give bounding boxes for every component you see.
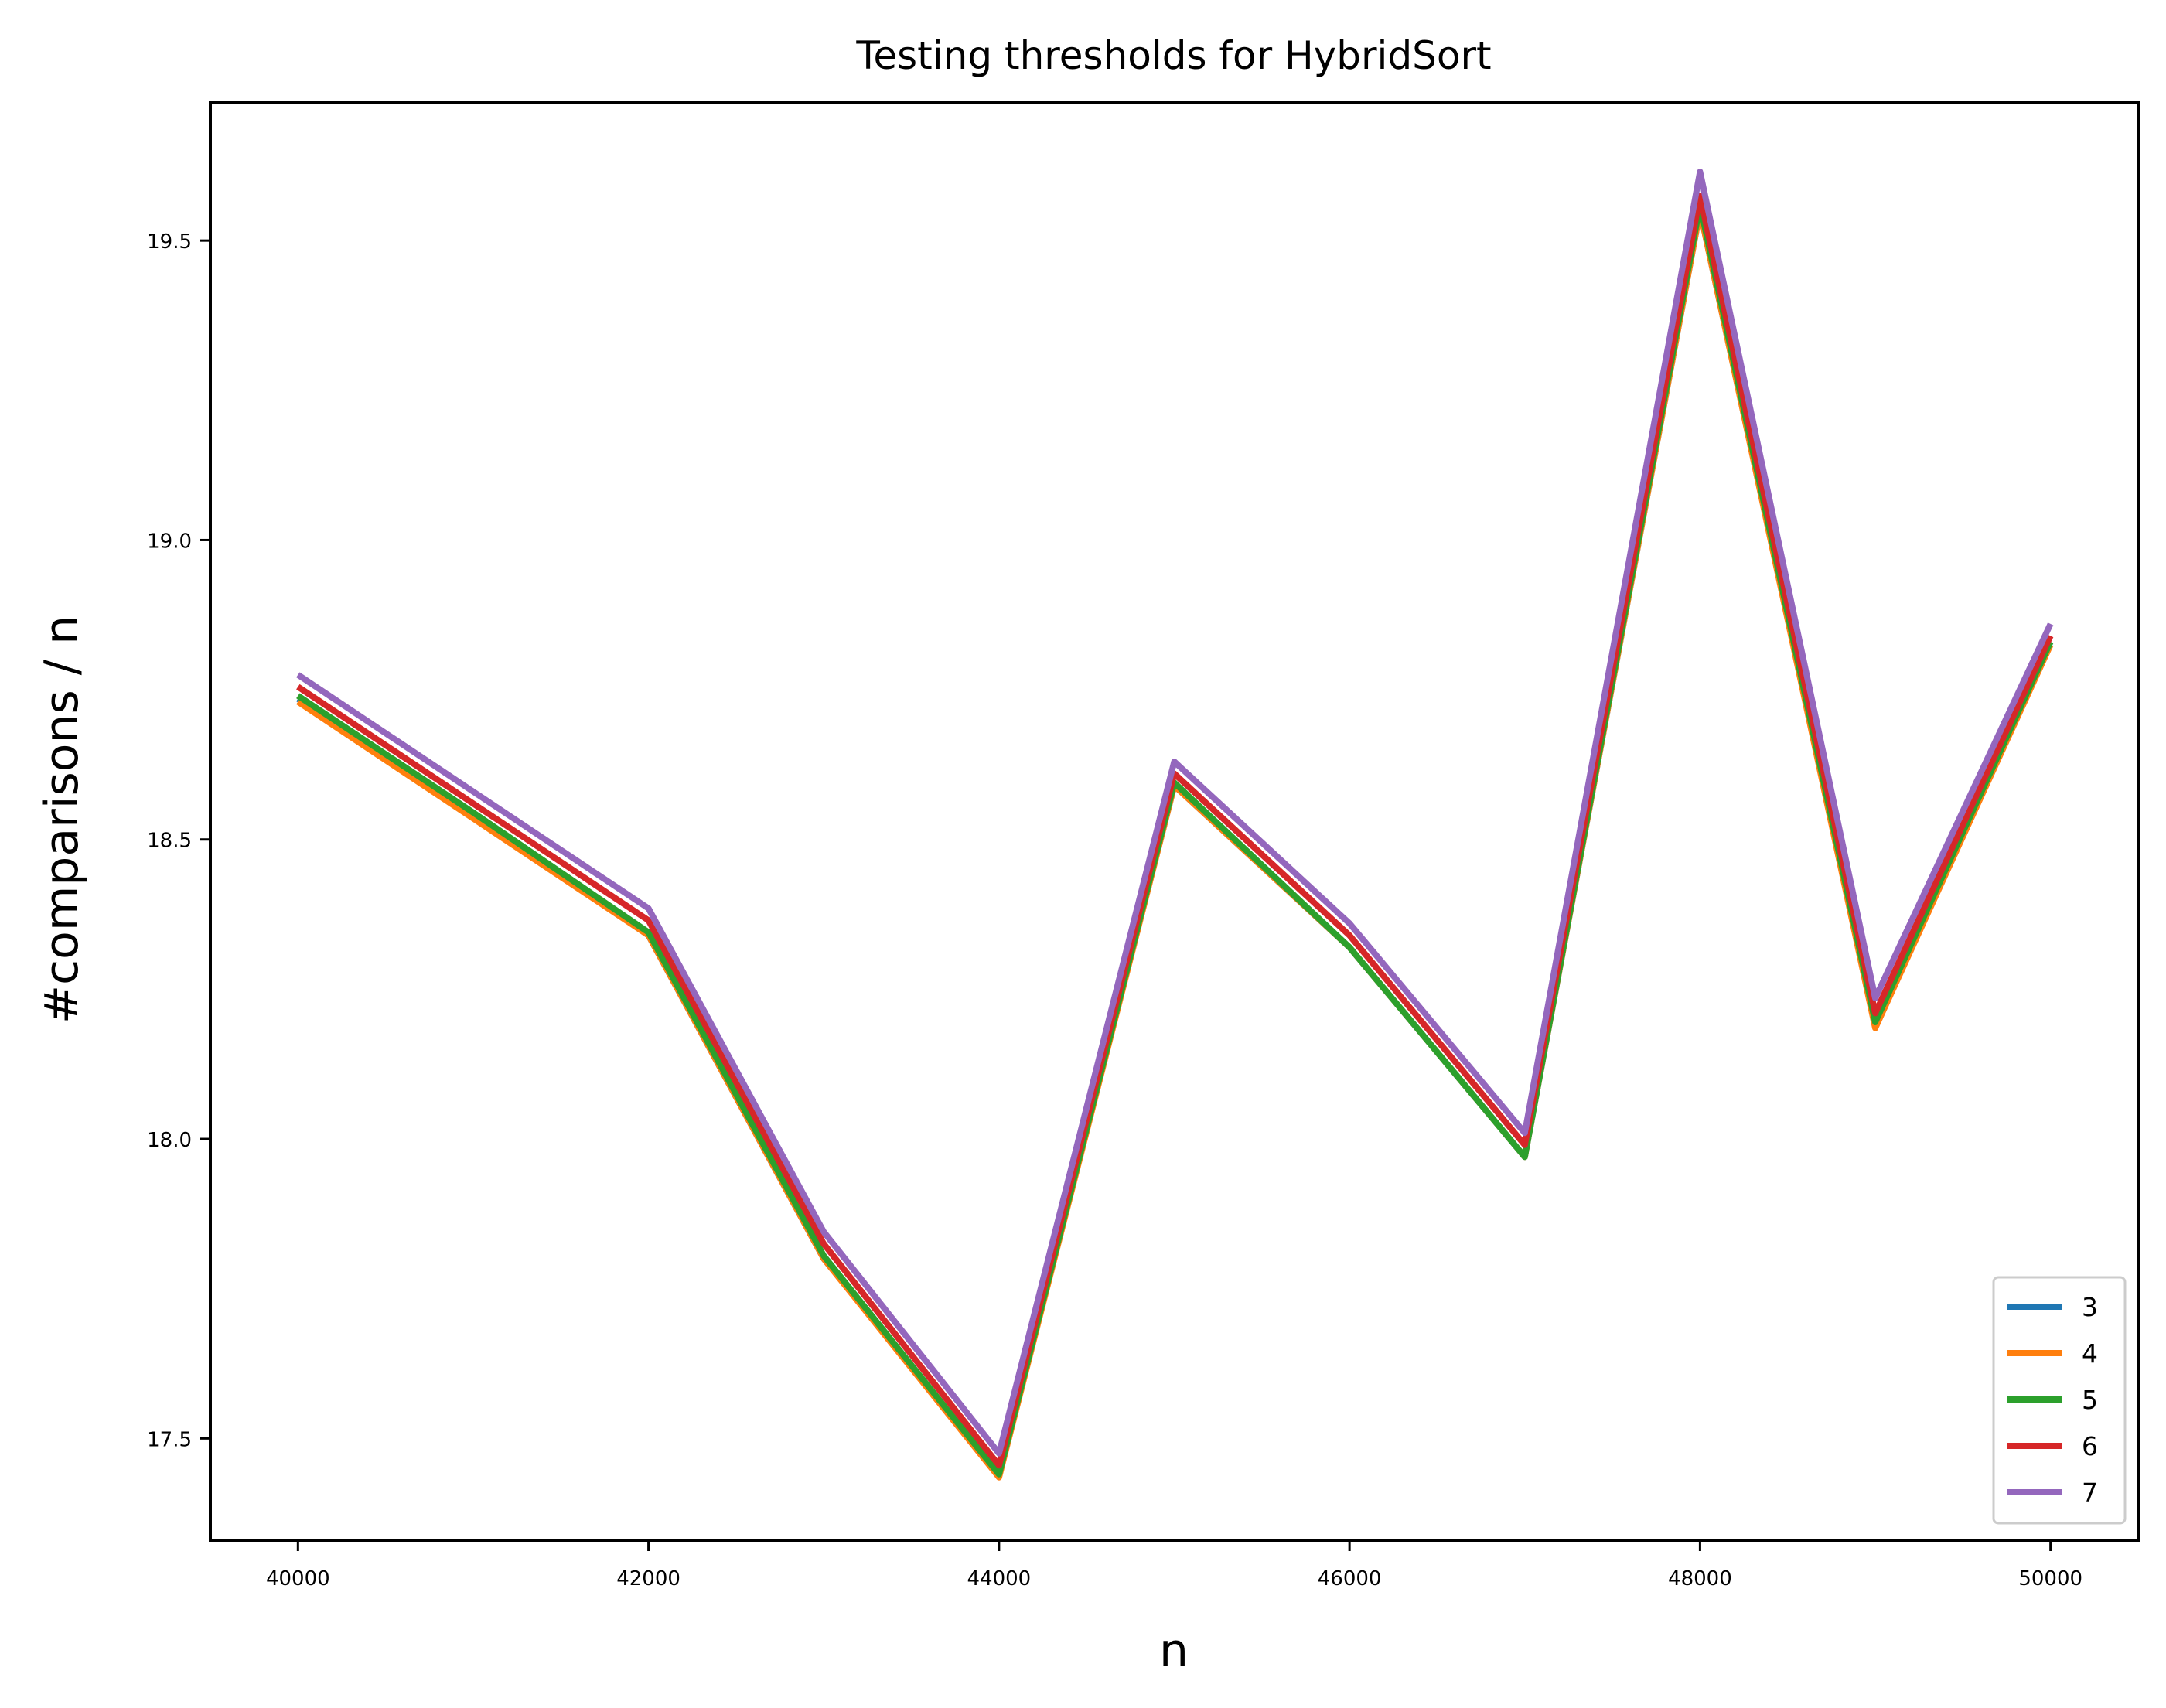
y-tick-label: 18.5 xyxy=(147,830,192,853)
legend-label-4: 4 xyxy=(2082,1338,2098,1369)
y-axis-label: #comparisons / n xyxy=(35,615,89,1024)
x-tick-label: 42000 xyxy=(616,1567,680,1590)
axes: 40000 42000 44000 46000 48000 50000 17.5 18.0 18… xyxy=(147,101,2140,1590)
x-tick-label: 48000 xyxy=(1668,1567,1732,1590)
x-axis-label: n xyxy=(1159,1624,1189,1678)
x-tick-label: 46000 xyxy=(1318,1567,1382,1590)
legend-label-6: 6 xyxy=(2082,1431,2098,1461)
x-tick-label: 50000 xyxy=(2018,1567,2082,1590)
x-tick-label: 40000 xyxy=(266,1567,330,1590)
y-tick-label: 19.0 xyxy=(147,530,192,553)
series-line-7 xyxy=(296,169,2054,1457)
y-tick-label: 19.5 xyxy=(147,230,192,254)
legend-label-7: 7 xyxy=(2082,1478,2098,1508)
y-tick-label: 18.0 xyxy=(147,1129,192,1152)
legend-label-5: 5 xyxy=(2082,1385,2098,1415)
axes-frame xyxy=(209,101,2140,1542)
x-tick-label: 44000 xyxy=(967,1567,1032,1590)
chart-title: Testing thresholds for HybridSort xyxy=(855,33,1491,78)
legend: 3 4 5 6 7 xyxy=(1992,1276,2127,1525)
plot-area xyxy=(296,169,2054,1481)
legend-label-3: 3 xyxy=(2082,1292,2098,1322)
y-tick-label: 17.5 xyxy=(147,1428,192,1451)
